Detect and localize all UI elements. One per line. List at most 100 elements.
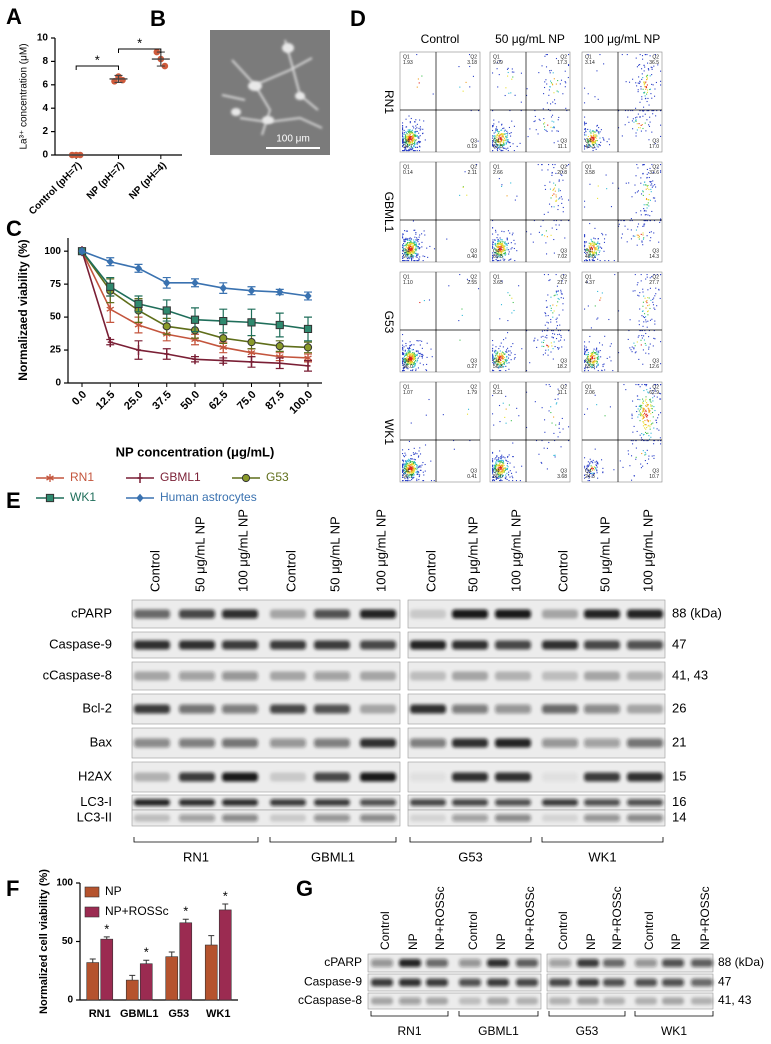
event-dot bbox=[412, 138, 414, 140]
event-dot bbox=[494, 358, 496, 360]
event-dot bbox=[409, 139, 411, 141]
event-dot bbox=[502, 402, 504, 404]
event-dot bbox=[493, 467, 495, 469]
event-dot bbox=[584, 260, 586, 262]
event-dot bbox=[651, 67, 653, 69]
event-dot bbox=[641, 439, 643, 441]
event-dot bbox=[505, 360, 507, 362]
event-dot bbox=[598, 254, 600, 256]
event-dot bbox=[595, 360, 597, 362]
quadrant-value: 56.3 bbox=[493, 364, 503, 370]
event-dot bbox=[640, 233, 642, 235]
plot-frame bbox=[581, 381, 663, 483]
event-dot bbox=[404, 460, 406, 462]
event-dot bbox=[591, 250, 593, 253]
event-dot bbox=[496, 252, 498, 254]
event-dot bbox=[599, 246, 601, 248]
event-dot bbox=[556, 402, 558, 404]
event-dot bbox=[422, 255, 424, 257]
event-dot bbox=[643, 204, 645, 206]
event-dot bbox=[403, 361, 406, 363]
event-dot bbox=[653, 440, 655, 442]
event-dot bbox=[649, 180, 651, 183]
event-dot bbox=[660, 363, 662, 365]
event-dot bbox=[404, 245, 406, 247]
event-dot bbox=[407, 247, 409, 250]
event-dot bbox=[405, 364, 407, 366]
micrograph: 100 μm bbox=[210, 30, 330, 155]
event-dot bbox=[638, 384, 640, 386]
event-dot bbox=[402, 340, 404, 342]
event-dot bbox=[640, 274, 642, 276]
data-marker bbox=[106, 305, 115, 314]
event-dot bbox=[415, 135, 417, 137]
event-dot bbox=[592, 352, 594, 354]
event-dot bbox=[405, 243, 407, 245]
event-dot bbox=[647, 404, 649, 406]
event-dot bbox=[411, 370, 413, 372]
event-dot bbox=[649, 167, 651, 169]
event-dot bbox=[498, 239, 500, 241]
blot-band bbox=[134, 814, 170, 822]
event-dot bbox=[584, 308, 586, 310]
event-dot bbox=[518, 415, 520, 417]
event-dot bbox=[405, 132, 407, 134]
event-dot bbox=[412, 136, 414, 138]
event-dot bbox=[498, 477, 500, 479]
event-dot bbox=[592, 141, 594, 143]
event-dot bbox=[631, 196, 633, 198]
event-dot bbox=[645, 87, 648, 89]
event-dot bbox=[587, 464, 589, 466]
event-dot bbox=[638, 335, 640, 337]
event-dot bbox=[499, 464, 501, 467]
event-dot bbox=[426, 247, 428, 249]
event-dot bbox=[402, 473, 405, 475]
quadrant-label: Q1 bbox=[493, 274, 500, 280]
blot-strip bbox=[131, 809, 401, 827]
event-dot bbox=[495, 357, 497, 359]
legend-label: NP bbox=[105, 884, 122, 898]
blot-band bbox=[179, 640, 215, 650]
plot-frame bbox=[489, 381, 571, 483]
event-dot bbox=[408, 348, 410, 350]
quadrant-label: Q3 bbox=[470, 468, 477, 474]
blot-band bbox=[179, 772, 215, 782]
event-dot bbox=[645, 130, 647, 132]
event-dot bbox=[413, 260, 415, 262]
event-dot bbox=[412, 477, 414, 479]
event-dot bbox=[469, 65, 471, 68]
event-dot bbox=[496, 456, 498, 458]
event-dot bbox=[647, 187, 649, 189]
event-dot bbox=[402, 359, 404, 361]
event-cloud bbox=[492, 332, 523, 372]
event-dot bbox=[499, 254, 501, 256]
event-dot bbox=[403, 365, 405, 367]
event-dot bbox=[408, 136, 410, 138]
data-marker bbox=[134, 299, 143, 309]
event-dot bbox=[642, 173, 644, 175]
event-dot bbox=[492, 369, 494, 372]
event-dot bbox=[555, 200, 557, 202]
event-dot bbox=[409, 122, 411, 124]
event-dot bbox=[404, 135, 407, 137]
event-dot bbox=[587, 249, 589, 251]
event-dot bbox=[649, 88, 651, 91]
y-tick-label: 100 bbox=[56, 878, 73, 889]
event-dot bbox=[461, 308, 463, 310]
event-dot bbox=[501, 461, 503, 463]
protein-label: Bax bbox=[90, 734, 113, 749]
event-dot bbox=[502, 353, 504, 355]
event-cloud bbox=[623, 384, 662, 442]
legend-marker bbox=[46, 474, 54, 482]
event-dot bbox=[498, 472, 500, 474]
event-dot bbox=[642, 232, 644, 234]
event-dot bbox=[551, 171, 553, 174]
event-dot bbox=[411, 463, 413, 465]
event-dot bbox=[590, 242, 592, 245]
event-dot bbox=[646, 403, 648, 405]
event-dot bbox=[411, 242, 413, 245]
event-dot bbox=[547, 327, 549, 329]
event-dot bbox=[646, 185, 648, 187]
group-label: WK1 bbox=[661, 1024, 687, 1038]
